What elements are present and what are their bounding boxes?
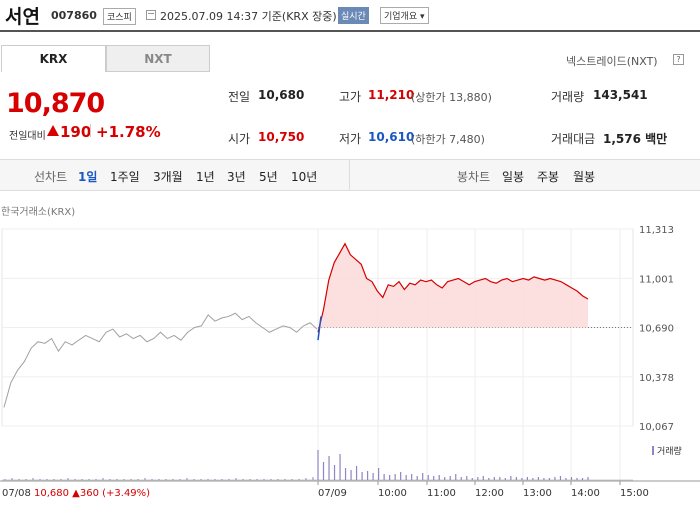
divider (349, 160, 350, 190)
candle-daily[interactable]: 일봉 (502, 170, 525, 184)
stock-header: 서연 007860 코스피 2025.07.09 14:37 기준(KRX 장중… (0, 0, 700, 32)
period-3m[interactable]: 3개월 (153, 170, 183, 184)
tab-krx[interactable]: KRX (1, 45, 106, 72)
lower-limit: (하한가 7,480) (411, 133, 485, 146)
low-label: 저가 (339, 132, 362, 146)
high-label: 고가 (339, 90, 362, 104)
change-amount: 190 (60, 123, 92, 141)
x-tick-label: 12:00 (475, 488, 504, 499)
period-10y[interactable]: 10년 (291, 170, 318, 184)
prev-close-value: 10,680 (258, 88, 305, 102)
open-label: 시가 (228, 132, 251, 146)
x-tick-label: 07/08 (2, 488, 31, 499)
help-icon[interactable]: ? (673, 54, 684, 65)
market-badge: 코스피 (103, 8, 136, 25)
prev-day-summary: 10,680 ▲360 (+3.49%) (34, 488, 150, 499)
chart-type-bar: 선차트 1일 1주일 3개월 1년 3년 5년 10년 봉차트 일봉 주봉 월봉 (0, 159, 700, 191)
y-tick-label: 10,378 (639, 373, 674, 384)
high-value: 11,210 (368, 88, 415, 102)
period-1d[interactable]: 1일 (78, 170, 98, 184)
line-chart-label: 선차트 (34, 170, 68, 184)
volume-value: 143,541 (593, 88, 648, 102)
y-tick-label: 10,067 (639, 422, 674, 433)
current-price: 10,870 (6, 88, 105, 119)
realtime-badge: 실시간 (338, 7, 369, 24)
x-tick-label: 11:00 (427, 488, 456, 499)
calendar-icon (146, 10, 156, 20)
period-1y[interactable]: 1년 (196, 170, 215, 184)
candle-monthly[interactable]: 월봉 (573, 170, 596, 184)
x-tick-label: 07/09 (318, 488, 347, 499)
candle-chart-label: 봉차트 (457, 170, 491, 184)
today-price-line (317, 242, 589, 333)
today-area (318, 243, 588, 333)
nextrade-link[interactable]: 넥스트레이드(NXT) (566, 55, 658, 68)
divider (90, 124, 91, 137)
y-tick-label: 10,690 (639, 324, 674, 335)
stock-code: 007860 (51, 9, 97, 22)
x-tick-label: 15:00 (620, 488, 649, 499)
low-value: 10,610 (368, 130, 415, 144)
trade-amount-label: 거래대금 (551, 132, 596, 146)
period-1w[interactable]: 1주일 (110, 170, 140, 184)
change-label: 전일대비 (9, 131, 46, 142)
x-tick-label: 13:00 (523, 488, 552, 499)
prev-day-price-line (3, 312, 318, 408)
open-dip-line (317, 316, 322, 341)
tab-nxt[interactable]: NXT (106, 45, 210, 72)
stock-name: 서연 (5, 6, 40, 28)
up-arrow-icon (47, 125, 59, 136)
trade-amount-value: 1,576 백만 (603, 132, 668, 146)
company-info-button[interactable]: 기업개요 ▾ (380, 7, 429, 24)
upper-limit: (상한가 13,880) (411, 91, 492, 104)
change-rate: +1.78% (96, 123, 161, 141)
period-5y[interactable]: 5년 (259, 170, 278, 184)
period-3y[interactable]: 3년 (227, 170, 246, 184)
x-tick-label: 10:00 (378, 488, 407, 499)
x-tick-label: 14:00 (571, 488, 600, 499)
chart-source: 한국거래소(KRX) (1, 207, 76, 218)
prev-close-label: 전일 (228, 90, 251, 104)
y-tick-label: 11,313 (639, 225, 674, 236)
candle-weekly[interactable]: 주봉 (537, 170, 560, 184)
volume-label: 거래량 (551, 90, 585, 104)
y-tick-label: 11,001 (639, 274, 674, 285)
open-value: 10,750 (258, 130, 305, 144)
quote-time: 2025.07.09 14:37 기준(KRX 장중) (160, 10, 337, 23)
price-chart: 11,313 11,001 10,690 10,378 10,067 07/08 10,68… (0, 225, 700, 499)
volume-legend: 거래량 (652, 444, 682, 457)
